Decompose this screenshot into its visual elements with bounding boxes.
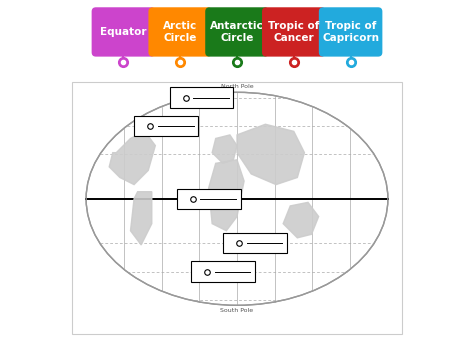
Polygon shape	[212, 135, 237, 163]
FancyBboxPatch shape	[319, 7, 383, 56]
FancyBboxPatch shape	[170, 87, 234, 108]
Text: South Pole: South Pole	[220, 308, 254, 313]
FancyBboxPatch shape	[205, 7, 269, 56]
Text: Equator: Equator	[100, 27, 146, 37]
Polygon shape	[283, 202, 319, 238]
FancyBboxPatch shape	[223, 233, 287, 253]
Text: Tropic of
Cancer: Tropic of Cancer	[268, 21, 319, 43]
Polygon shape	[130, 192, 152, 245]
Polygon shape	[237, 124, 304, 185]
Text: Tropic of
Capricorn: Tropic of Capricorn	[322, 21, 379, 43]
Text: North Pole: North Pole	[221, 84, 253, 89]
Text: Antarctic
Circle: Antarctic Circle	[210, 21, 264, 43]
Polygon shape	[109, 131, 155, 185]
FancyBboxPatch shape	[177, 189, 240, 209]
FancyBboxPatch shape	[148, 7, 212, 56]
Text: Arctic
Circle: Arctic Circle	[163, 21, 197, 43]
FancyBboxPatch shape	[191, 261, 255, 282]
FancyBboxPatch shape	[134, 116, 198, 136]
Ellipse shape	[86, 92, 388, 305]
FancyBboxPatch shape	[262, 7, 326, 56]
FancyBboxPatch shape	[91, 7, 155, 56]
Polygon shape	[209, 160, 244, 231]
